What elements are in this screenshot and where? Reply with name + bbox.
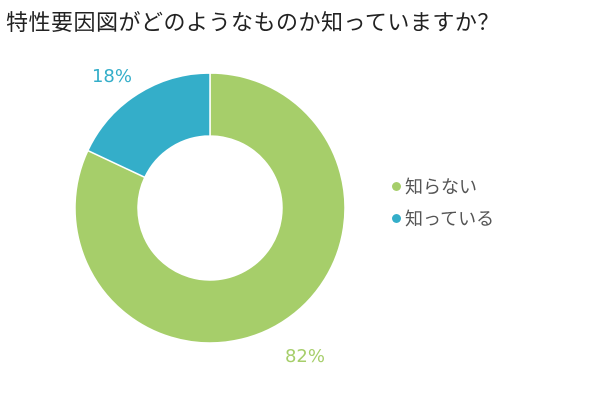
donut-slice-2 [86,72,211,179]
legend-label: 知っている [405,209,495,230]
chart-title: 特性要因図がどのようなものか知っていますか？ [6,11,500,36]
legend-swatch-icon [392,181,401,191]
legend-swatch-icon [392,213,401,223]
legend-label: 知らない [405,177,477,198]
donut-slice-1 [74,72,346,344]
data-label-2: 18% [92,66,132,87]
legend-item-2: 知っている [392,202,494,234]
data-label-1: 82% [285,346,325,367]
legend: 知らない 知っている [392,170,494,234]
legend-item-1: 知らない [392,170,494,202]
